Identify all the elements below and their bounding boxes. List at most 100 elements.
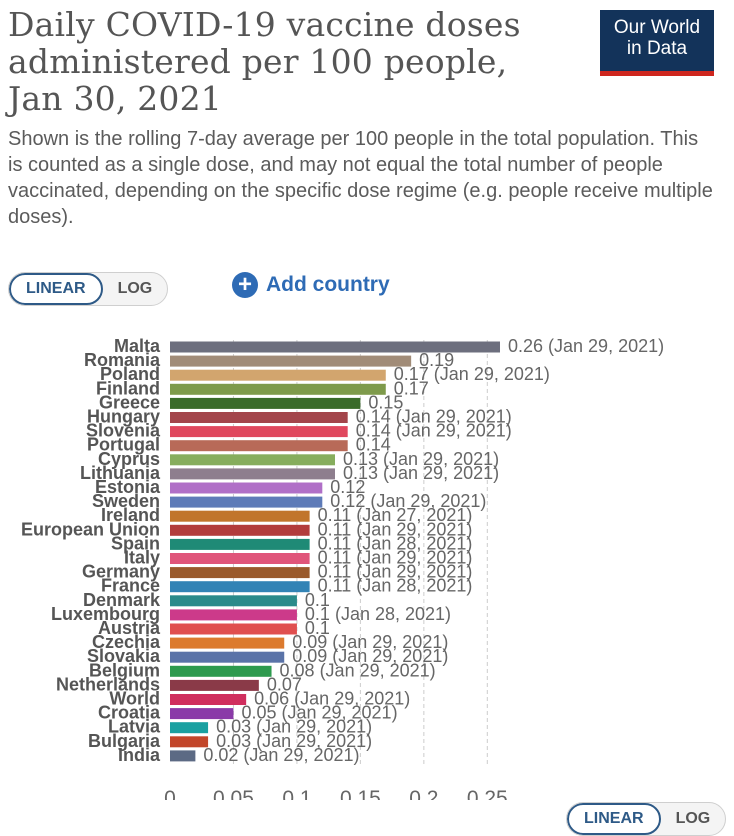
x-tick-label: 0.15 — [340, 787, 381, 800]
data-label: 0.1 (Jan 28, 2021) — [305, 604, 451, 624]
data-label: 0.17 — [394, 378, 429, 398]
bar-estonia — [170, 482, 323, 494]
category-label: Netherlands — [56, 674, 160, 694]
add-country-button[interactable]: + Add country — [232, 272, 390, 298]
category-label: Sweden — [92, 491, 160, 511]
axis-log-button[interactable]: LOG — [675, 810, 711, 827]
data-label: 0.05 (Jan 29, 2021) — [241, 703, 397, 723]
data-label: 0.14 (Jan 29, 2021) — [356, 407, 512, 427]
data-label: 0.08 (Jan 29, 2021) — [280, 660, 436, 680]
category-label: Finland — [96, 378, 160, 398]
category-label: Denmark — [83, 590, 161, 610]
bar-romania — [170, 355, 412, 367]
bar-cyprus — [170, 454, 335, 466]
data-label: 0.11 (Jan 27, 2021) — [318, 505, 473, 525]
category-label: Romania — [84, 350, 161, 370]
data-label: 0.17 (Jan 29, 2021) — [394, 364, 550, 384]
bar-czechia — [170, 637, 285, 649]
bar-finland — [170, 383, 386, 395]
bar-greece — [170, 397, 361, 409]
category-label: Malta — [114, 336, 161, 356]
bar-austria — [170, 623, 297, 635]
bar-poland — [170, 369, 386, 381]
bar-luxembourg — [170, 609, 297, 621]
bar-portugal — [170, 440, 348, 452]
data-label: 0.1 — [305, 618, 330, 638]
data-label: 0.11 (Jan 29, 2021) — [318, 519, 473, 539]
log-scale-button[interactable]: LOG — [117, 280, 153, 297]
bar-india — [170, 750, 196, 762]
category-label: India — [118, 745, 161, 765]
category-label: Slovenia — [86, 421, 161, 441]
category-label: Poland — [100, 364, 160, 384]
bar-slovenia — [170, 426, 348, 438]
plus-icon: + — [232, 272, 258, 298]
data-label: 0.11 (Jan 28, 2021) — [318, 576, 473, 596]
bar-lithuania — [170, 468, 335, 480]
data-label: 0.14 — [356, 435, 391, 455]
category-label: Germany — [82, 562, 160, 582]
data-label: 0.19 — [419, 350, 454, 370]
x-tick-label: 0.2 — [409, 787, 438, 800]
bar-latvia — [170, 722, 209, 734]
linear-scale-button[interactable]: LINEAR — [9, 273, 103, 305]
data-label: 0.12 — [330, 477, 365, 497]
data-label: 0.03 (Jan 29, 2021) — [216, 731, 372, 751]
category-label: Cyprus — [98, 449, 160, 469]
data-label: 0.11 (Jan 29, 2021) — [318, 548, 473, 568]
bar-bulgaria — [170, 736, 209, 748]
category-label: Bulgaria — [88, 731, 161, 751]
x-tick-label: 0.05 — [213, 787, 254, 800]
x-tick-label: 0.1 — [282, 787, 311, 800]
category-label: Slovakia — [87, 646, 161, 666]
chart-title: Daily COVID-19 vaccine doses administere… — [8, 5, 521, 118]
bar-slovakia — [170, 651, 285, 663]
category-label: Hungary — [87, 407, 160, 427]
category-label: Czechia — [92, 632, 161, 652]
data-label: 0.09 (Jan 29, 2021) — [292, 646, 448, 666]
category-label: Ireland — [101, 505, 160, 525]
data-label: 0.07 — [267, 674, 302, 694]
data-label: 0.13 (Jan 29, 2021) — [343, 463, 499, 483]
data-label: 0.15 — [368, 392, 403, 412]
bar-european-union — [170, 524, 310, 536]
bar-sweden — [170, 496, 323, 508]
logo-line-2: in Data — [626, 38, 688, 59]
bar-malta — [170, 341, 500, 353]
bar-netherlands — [170, 679, 259, 691]
data-label: 0.26 (Jan 29, 2021) — [508, 336, 664, 356]
add-country-label: Add country — [266, 273, 390, 296]
bar-hungary — [170, 412, 348, 423]
bar-ireland — [170, 510, 310, 522]
category-label: France — [101, 576, 160, 596]
owid-logo[interactable]: Our World in Data — [600, 10, 714, 76]
bar-belgium — [170, 665, 272, 677]
category-label: Portugal — [87, 435, 160, 455]
bar-germany — [170, 567, 310, 579]
axis-scale-toggle[interactable]: LINEAR LOG — [566, 802, 727, 836]
category-label: Luxembourg — [51, 604, 160, 624]
category-label: Croatia — [98, 703, 161, 723]
data-label: 0.11 (Jan 28, 2021) — [318, 533, 473, 553]
data-label: 0.03 (Jan 29, 2021) — [216, 717, 372, 737]
bar-spain — [170, 538, 310, 550]
x-tick-label: 0 — [164, 787, 176, 800]
category-label: European Union — [21, 519, 160, 539]
scale-toggle[interactable]: LINEAR LOG — [8, 272, 169, 306]
data-label: 0.1 — [305, 590, 330, 610]
category-label: Spain — [111, 533, 160, 553]
category-label: Estonia — [95, 477, 161, 497]
logo-line-1: Our World — [613, 17, 701, 38]
data-label: 0.09 (Jan 29, 2021) — [292, 632, 448, 652]
data-label: 0.11 (Jan 29, 2021) — [318, 562, 473, 582]
category-label: Belgium — [89, 660, 160, 680]
data-label: 0.02 (Jan 29, 2021) — [203, 745, 359, 765]
bar-italy — [170, 553, 310, 564]
axis-linear-button[interactable]: LINEAR — [567, 803, 661, 835]
data-label: 0.06 (Jan 29, 2021) — [254, 689, 410, 709]
bar-world — [170, 694, 247, 705]
category-label: Latvia — [108, 717, 161, 737]
category-label: Greece — [99, 392, 160, 412]
category-label: Italy — [124, 548, 160, 568]
chart-subtitle: Shown is the rolling 7-day average per 1… — [8, 128, 713, 228]
